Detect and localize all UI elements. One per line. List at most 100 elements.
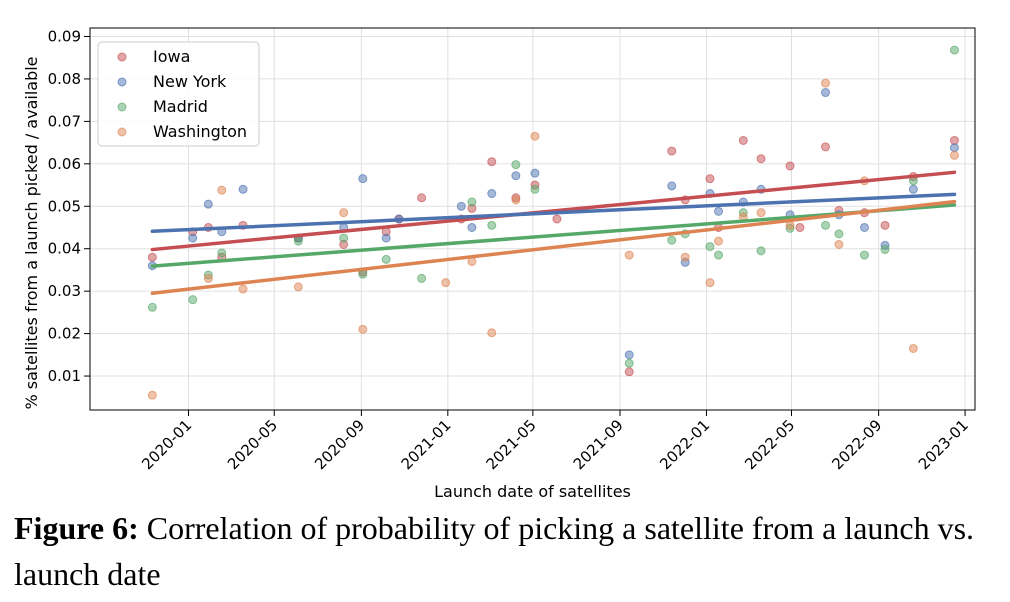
washington-point [339,208,349,218]
madrid-point [217,248,227,258]
figure-caption: Figure 6: Correlation of probability of … [14,505,1004,597]
madrid-point [820,220,830,230]
iowa-point [417,193,427,203]
x-tick-label: 2023-01 [915,416,972,473]
new-york-trend-line [150,192,957,234]
iowa-point [756,154,766,164]
iowa-point [820,142,830,152]
washington-point [358,324,368,334]
y-tick-label: 0.02 [48,325,81,343]
washington-point [834,239,844,249]
y-tick-label: 0.01 [48,367,81,385]
madrid-point [530,184,540,194]
madrid-point [381,254,391,264]
washington-point [756,208,766,218]
legend-label-new-york: New York [153,72,227,91]
washington-point [238,284,248,294]
new-york-point [467,222,477,232]
iowa-point [738,135,748,145]
washington-point [217,185,227,195]
madrid-point [511,160,521,170]
washington-trend-line [150,199,957,296]
legend-marker-madrid [117,102,127,112]
madrid-point [949,45,959,55]
madrid-point [467,197,477,207]
iowa-point [147,252,157,262]
y-tick-label: 0.07 [48,112,81,130]
iowa-point [880,220,890,230]
new-york-point [188,233,198,243]
madrid-point [358,269,368,279]
scatter-chart: 2020-01 2020-05 2020-09 2021-01 2021-05 2021-… [22,27,976,500]
x-tick-label: 2021-05 [483,416,540,473]
legend-marker-iowa [117,52,127,62]
madrid-point [624,358,634,368]
washington-point [949,150,959,160]
washington-point [203,273,213,283]
madrid-point [188,295,198,305]
new-york-point [530,168,540,178]
x-tick-label: 2022-09 [828,416,885,473]
madrid-point [880,245,890,255]
new-york-point [667,181,677,191]
washington-point [487,328,497,338]
madrid-point [834,229,844,239]
trend-lines [150,170,957,296]
new-york-point [624,350,634,360]
iowa-point [667,146,677,156]
x-axis-label: Launch date of satellites [434,482,631,500]
legend: Iowa New York Madrid Washington [97,41,260,147]
legend-label-madrid: Madrid [153,97,208,116]
legend-marker-new-york [117,77,127,87]
madrid-point [713,250,723,260]
y-tick-label: 0.04 [48,240,81,258]
x-tick-label: 2022-05 [741,416,798,473]
new-york-point [908,184,918,194]
y-tick-label: 0.08 [48,70,81,88]
iowa-point [705,174,715,184]
legend-box [97,41,260,147]
x-tick-label: 2020-01 [138,416,195,473]
washington-point [624,250,634,260]
madrid-point [756,246,766,256]
washington-point [908,343,918,353]
figure-caption-text: Correlation of probability of picking a … [14,510,975,592]
washington-point [680,252,690,262]
madrid-point [667,235,677,245]
figure-label: Figure 6: [14,510,139,546]
madrid-point [147,302,157,312]
madrid-point [417,273,427,283]
new-york-point [203,199,213,209]
x-tick-label: 2022-01 [656,416,713,473]
x-tick-label: 2020-09 [311,416,368,473]
new-york-point [511,171,521,181]
washington-point [511,195,521,205]
iowa-point [624,367,634,377]
data-points [147,45,959,400]
new-york-point [456,201,466,211]
legend-marker-washington [117,127,127,137]
new-york-point [238,184,248,194]
new-york-point [820,88,830,98]
washington-point [441,278,451,288]
washington-point [705,278,715,288]
x-tick-label: 2021-09 [570,416,627,473]
y-axis-ticks: 0.01 0.02 0.03 0.04 0.05 0.06 0.07 0.08 0.09 [48,27,90,385]
iowa-trend-line [150,170,957,252]
washington-point [530,131,540,141]
iowa-point [795,222,805,232]
y-tick-label: 0.06 [48,155,81,173]
madrid-point [293,236,303,246]
new-york-point [487,189,497,199]
new-york-point [381,233,391,243]
legend-label-washington: Washington [153,122,247,141]
y-tick-label: 0.05 [48,197,81,215]
legend-label-iowa: Iowa [153,47,190,66]
new-york-point [859,222,869,232]
y-axis-label: % satellites from a launch picked / avai… [22,56,41,409]
madrid-point [705,242,715,252]
iowa-point [487,157,497,167]
madrid-point [859,250,869,260]
new-york-point [713,206,723,216]
y-tick-label: 0.09 [48,27,81,45]
